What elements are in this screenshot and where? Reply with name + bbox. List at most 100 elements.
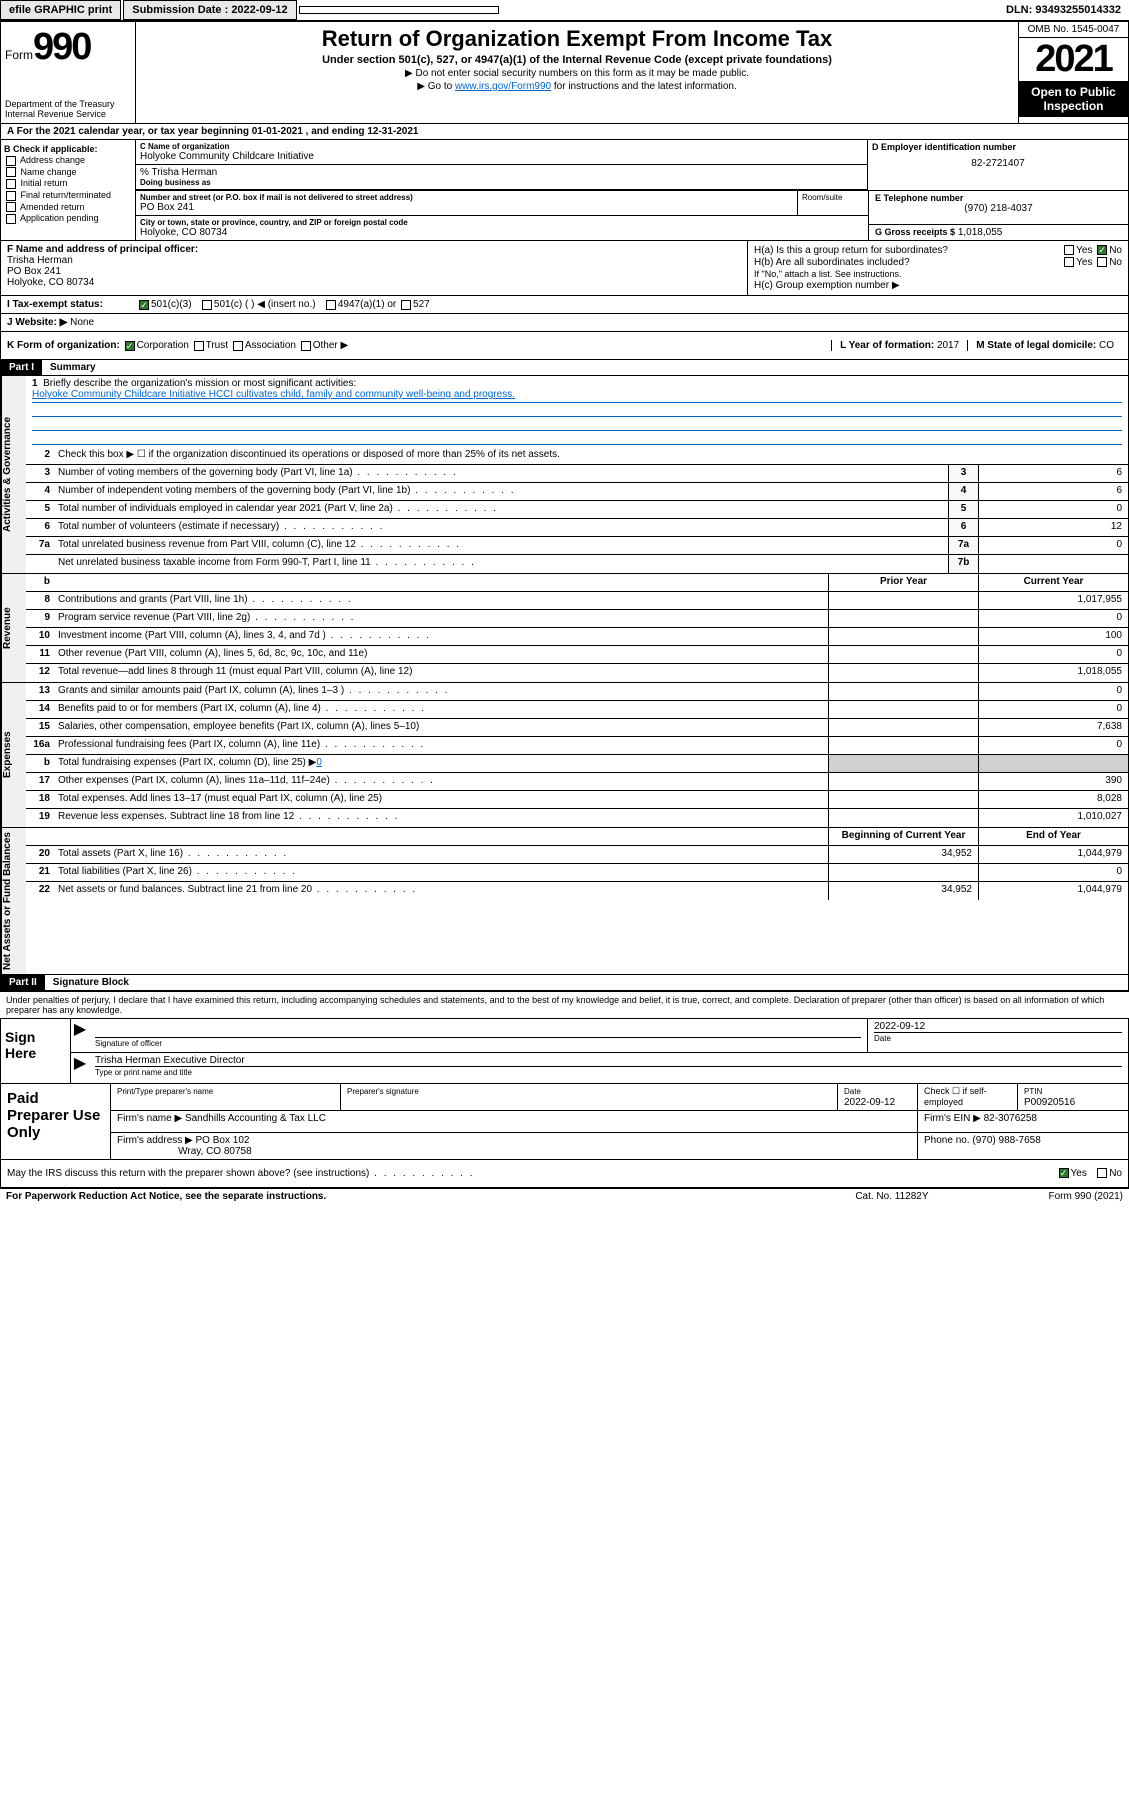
l12-text: Total revenue—add lines 8 through 11 (mu…: [54, 664, 828, 682]
l15-val: 7,638: [978, 719, 1128, 736]
chk-527[interactable]: [401, 300, 411, 310]
d-box: D Employer identification number 82-2721…: [868, 140, 1128, 190]
chk-trust[interactable]: [194, 341, 204, 351]
opt-4947: 4947(a)(1) or: [338, 299, 396, 310]
l5-text: Total number of individuals employed in …: [54, 501, 948, 518]
hb-no[interactable]: No: [1109, 257, 1122, 268]
discuss-yes: Yes: [1071, 1168, 1087, 1179]
street-address: PO Box 241: [140, 202, 793, 213]
efile-button[interactable]: efile GRAPHIC print: [0, 0, 121, 20]
chk-other[interactable]: [301, 341, 311, 351]
care-of: % Trisha Herman: [140, 167, 863, 178]
sig-date-val: 2022-09-12: [874, 1021, 1122, 1032]
city-state-zip: Holyoke, CO 80734: [140, 227, 864, 238]
row-a-period: A For the 2021 calendar year, or tax yea…: [0, 124, 1129, 140]
prep-sig-label: Preparer's signature: [347, 1087, 419, 1096]
chk-address-change[interactable]: Address change: [4, 155, 132, 166]
chk-501c3[interactable]: [139, 300, 149, 310]
e-label: E Telephone number: [875, 193, 1122, 203]
l8-text: Contributions and grants (Part VIII, lin…: [54, 592, 828, 609]
l16b-text: Total fundraising expenses (Part IX, col…: [54, 755, 828, 772]
ptin-val: P00920516: [1024, 1097, 1075, 1108]
hb-yes[interactable]: Yes: [1076, 257, 1092, 268]
header-left: Form990 Department of the Treasury Inter…: [1, 22, 136, 123]
firm-phone: (970) 988-7658: [972, 1135, 1040, 1146]
l20-end: 1,044,979: [978, 846, 1128, 863]
vtab-net: Net Assets or Fund Balances: [1, 828, 26, 974]
opt-trust: Trust: [206, 340, 228, 351]
goto-note: ▶ Go to www.irs.gov/Form990 for instruct…: [140, 81, 1014, 92]
paid-preparer-label: Paid Preparer Use Only: [1, 1084, 111, 1159]
header-mid: Return of Organization Exempt From Incom…: [136, 22, 1018, 123]
discuss-no-chk[interactable]: [1097, 1168, 1107, 1178]
current-year-hdr: Current Year: [978, 574, 1128, 591]
discuss-no: No: [1109, 1168, 1122, 1179]
chk-corp[interactable]: [125, 341, 135, 351]
l22-text: Net assets or fund balances. Subtract li…: [54, 882, 828, 900]
end-year-hdr: End of Year: [978, 828, 1128, 845]
prep-date-val: 2022-09-12: [844, 1097, 895, 1108]
arrow-icon-2: ▶: [71, 1053, 89, 1083]
cat-no: Cat. No. 11282Y: [855, 1191, 928, 1202]
col-b-checkboxes: B Check if applicable: Address change Na…: [1, 140, 136, 240]
tax-year: 2021: [1019, 38, 1128, 81]
opt-501c: 501(c) ( ) ◀ (insert no.): [214, 299, 316, 310]
form-title: Return of Organization Exempt From Incom…: [140, 26, 1014, 52]
telephone: (970) 218-4037: [875, 203, 1122, 214]
ha-no[interactable]: No: [1109, 245, 1122, 256]
opt-corp: Corporation: [137, 340, 189, 351]
chk-name-change[interactable]: Name change: [4, 167, 132, 178]
l17-text: Other expenses (Part IX, column (A), lin…: [54, 773, 828, 790]
l7b-val: [978, 555, 1128, 573]
l13-val: 0: [978, 683, 1128, 700]
ha-label: H(a) Is this a group return for subordin…: [754, 245, 948, 256]
discuss-yes-chk[interactable]: [1059, 1168, 1069, 1178]
discuss-question: May the IRS discuss this return with the…: [7, 1168, 475, 1179]
chk-assoc[interactable]: [233, 341, 243, 351]
chk-final-return[interactable]: Final return/terminated: [4, 190, 132, 201]
sign-here-label: Sign Here: [1, 1019, 71, 1083]
section-revenue: Revenue bPrior YearCurrent Year 8Contrib…: [0, 574, 1129, 683]
paperwork-notice: For Paperwork Reduction Act Notice, see …: [6, 1191, 855, 1202]
signature-intro: Under penalties of perjury, I declare th…: [0, 991, 1129, 1018]
spacer: [299, 6, 499, 14]
chk-amended[interactable]: Amended return: [4, 202, 132, 213]
chk-4947[interactable]: [326, 300, 336, 310]
state-domicile: CO: [1099, 340, 1114, 351]
l15-text: Salaries, other compensation, employee b…: [54, 719, 828, 736]
name-title-label: Type or print name and title: [95, 1068, 192, 1077]
l14-val: 0: [978, 701, 1128, 718]
paid-preparer-block: Paid Preparer Use Only Print/Type prepar…: [0, 1084, 1129, 1160]
prep-date-label: Date: [844, 1087, 861, 1096]
prep-selfemp[interactable]: Check ☐ if self-employed: [918, 1084, 1018, 1110]
l22-end: 1,044,979: [978, 882, 1128, 900]
room-suite-label: Room/suite: [798, 191, 868, 215]
form-subtitle: Under section 501(c), 527, or 4947(a)(1)…: [140, 54, 1014, 66]
k-label: K Form of organization:: [7, 340, 120, 351]
col-cd: C Name of organization Holyoke Community…: [136, 140, 1128, 240]
l17-val: 390: [978, 773, 1128, 790]
opt-501c3: 501(c)(3): [151, 299, 192, 310]
chk-initial-return[interactable]: Initial return: [4, 178, 132, 189]
prep-name-label: Print/Type preparer's name: [117, 1087, 213, 1096]
firm-name: Sandhills Accounting & Tax LLC: [185, 1113, 326, 1124]
opt-other: Other ▶: [313, 340, 348, 351]
chk-application-pending[interactable]: Application pending: [4, 213, 132, 224]
sig-officer-label: Signature of officer: [95, 1039, 162, 1048]
l20-text: Total assets (Part X, line 16): [54, 846, 828, 863]
l9-val: 0: [978, 610, 1128, 627]
firm-phone-label: Phone no.: [924, 1135, 970, 1146]
form990-link[interactable]: www.irs.gov/Form990: [455, 81, 551, 92]
dln: DLN: 93493255014332: [998, 1, 1129, 19]
mission-text: Holyoke Community Childcare Initiative H…: [32, 389, 1122, 403]
chk-501c[interactable]: [202, 300, 212, 310]
firm-addr-label: Firm's address ▶: [117, 1135, 193, 1146]
l10-val: 100: [978, 628, 1128, 645]
row-k: K Form of organization: Corporation Trus…: [0, 332, 1129, 360]
l16a-val: 0: [978, 737, 1128, 754]
part2-badge: Part II: [1, 975, 45, 990]
dept-treasury: Department of the Treasury: [5, 99, 131, 109]
l18-val: 8,028: [978, 791, 1128, 808]
form-number: 990: [33, 26, 90, 68]
ha-yes[interactable]: Yes: [1076, 245, 1092, 256]
